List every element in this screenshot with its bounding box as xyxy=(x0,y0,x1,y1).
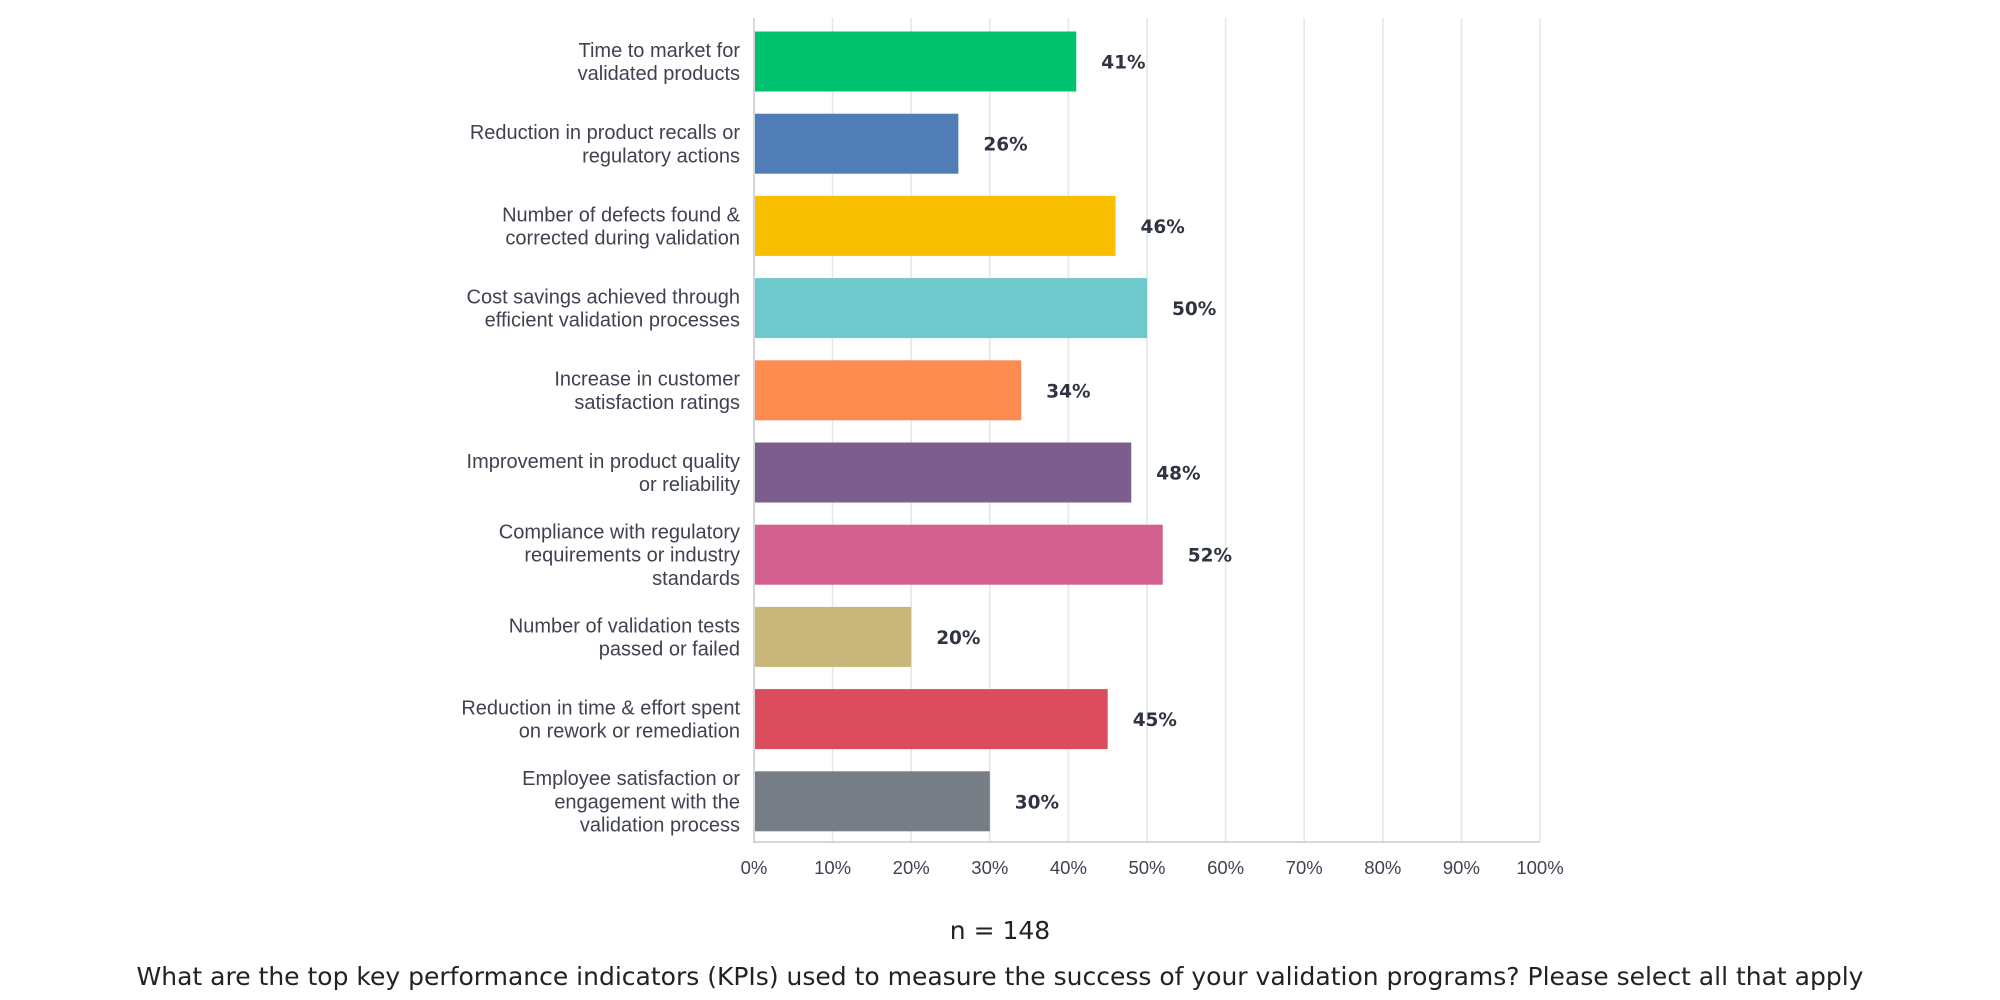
bar xyxy=(755,195,1116,256)
category-label-line: Employee satisfaction or xyxy=(522,768,740,790)
x-tick-label: 80% xyxy=(1364,857,1401,878)
x-tick-label: 90% xyxy=(1443,857,1480,878)
bar xyxy=(755,113,959,174)
category-label-line: Compliance with regulatory xyxy=(499,522,740,544)
x-axis-tick-labels: 0% 10% 20% 30% 40% 50% 60% 70% 80% 90% 100% xyxy=(741,857,1564,878)
category-label: Number of validation tests passed or fail… xyxy=(509,615,740,660)
category-label-line: standards xyxy=(652,568,740,590)
x-tick-label: 40% xyxy=(1050,857,1087,878)
category-label-line: engagement with the xyxy=(554,791,740,813)
x-tick-label: 50% xyxy=(1128,857,1165,878)
category-label-line: Number of defects found & xyxy=(502,204,741,226)
category-label: Reduction in time & effort spent on rewor… xyxy=(461,698,740,743)
bar-value-label: 50% xyxy=(1172,299,1216,320)
bar-value-label: 52% xyxy=(1188,546,1232,567)
bar-value-label: 34% xyxy=(1046,381,1090,402)
category-label: Employee satisfaction or engagement with … xyxy=(522,768,740,836)
bar-value-label: 20% xyxy=(936,628,980,649)
category-label-line: Time to market for xyxy=(578,40,740,62)
x-tick-label: 60% xyxy=(1207,857,1244,878)
category-label-line: or reliability xyxy=(639,474,740,496)
bar xyxy=(755,606,912,667)
value-labels: 41% 26% 46% 50% 34% 48% 52% 20% 45% 30% xyxy=(936,53,1232,814)
bar xyxy=(755,771,990,832)
x-tick-label: 100% xyxy=(1516,857,1563,878)
sample-size-note: n = 148 xyxy=(949,916,1051,945)
category-labels: Time to market for validated products Redu… xyxy=(461,40,740,837)
category-label: Compliance with regulatory requirements o… xyxy=(499,522,740,590)
category-label-line: on rework or remediation xyxy=(519,721,740,743)
category-label: Reduction in product recalls or regulator… xyxy=(470,122,740,167)
category-label-line: satisfaction ratings xyxy=(574,392,740,414)
bar-value-label: 41% xyxy=(1101,53,1145,74)
category-label-line: efficient validation processes xyxy=(485,310,740,332)
x-tick-label: 0% xyxy=(741,857,768,878)
category-label-line: passed or failed xyxy=(599,639,740,661)
bar-value-label: 30% xyxy=(1015,792,1059,813)
bar xyxy=(755,360,1022,421)
bar-value-label: 48% xyxy=(1156,464,1200,485)
category-label-line: Reduction in time & effort spent xyxy=(461,698,740,720)
category-label: Increase in customer satisfaction ratings xyxy=(554,369,740,414)
bars xyxy=(755,31,1163,832)
category-label: Improvement in product quality or reliabi… xyxy=(467,451,740,496)
category-label: Cost savings achieved through efficient v… xyxy=(467,287,741,332)
category-label-line: Reduction in product recalls or xyxy=(470,122,740,144)
category-label-line: validation process xyxy=(580,815,740,837)
bar xyxy=(755,31,1077,92)
category-label: Number of defects found & corrected durin… xyxy=(502,204,741,249)
category-label-line: validated products xyxy=(578,63,740,85)
category-label-line: requirements or industry xyxy=(524,545,740,567)
category-label: Time to market for validated products xyxy=(578,40,741,85)
category-label-line: corrected during validation xyxy=(505,228,740,250)
category-label-line: Cost savings achieved through xyxy=(467,287,741,309)
bar xyxy=(755,689,1108,750)
category-label-line: Number of validation tests xyxy=(509,615,740,637)
x-tick-label: 20% xyxy=(893,857,930,878)
category-label-line: Increase in customer xyxy=(554,369,740,391)
bar-value-label: 26% xyxy=(983,135,1027,156)
bar-value-label: 46% xyxy=(1141,217,1185,238)
bar-value-label: 45% xyxy=(1133,710,1177,731)
bar xyxy=(755,442,1132,503)
bar xyxy=(755,524,1163,585)
x-tick-label: 30% xyxy=(971,857,1008,878)
bar xyxy=(755,278,1147,339)
x-tick-label: 70% xyxy=(1286,857,1323,878)
x-tick-label: 10% xyxy=(814,857,851,878)
category-label-line: regulatory actions xyxy=(582,145,740,167)
survey-question: What are the top key performance indicat… xyxy=(136,962,1864,991)
category-label-line: Improvement in product quality xyxy=(467,451,740,473)
